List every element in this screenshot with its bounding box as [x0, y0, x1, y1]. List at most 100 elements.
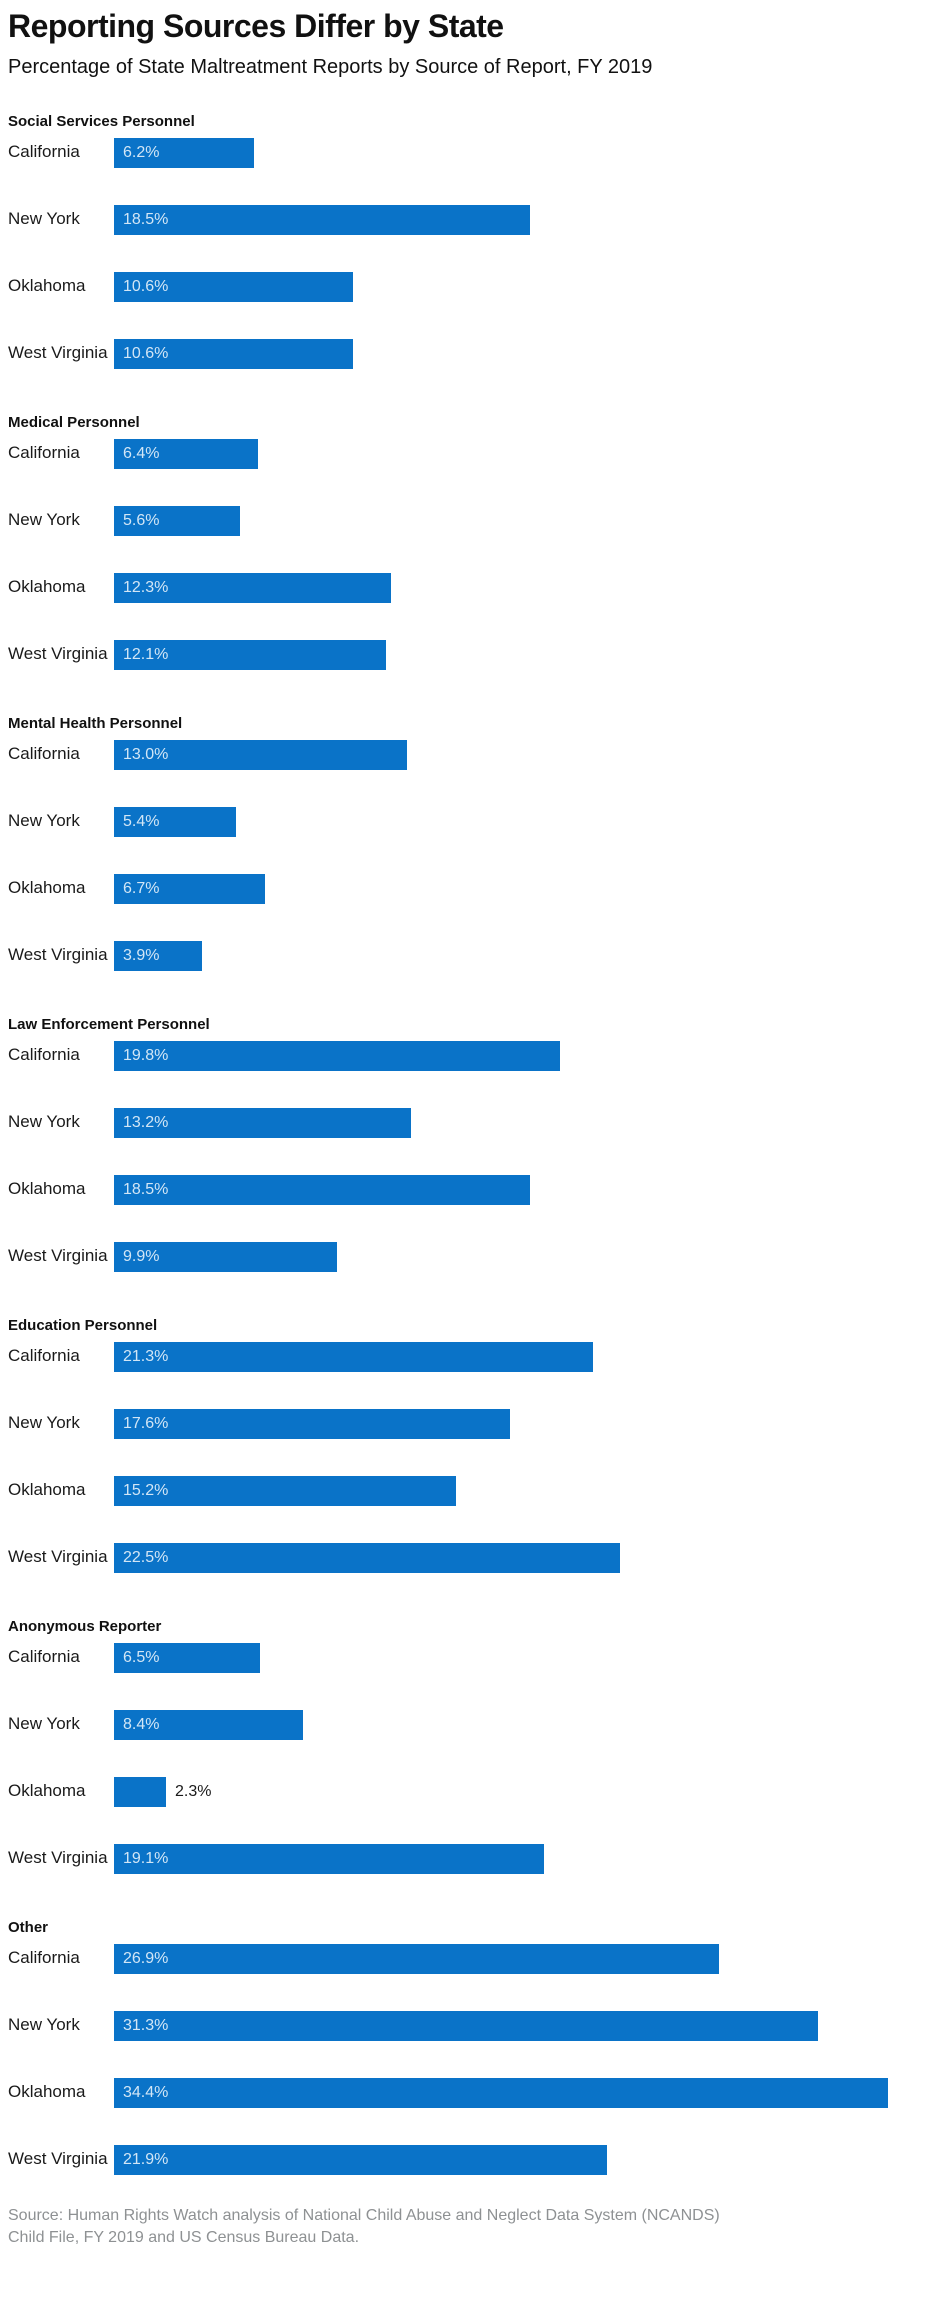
- bar-value-label: 9.9%: [123, 1247, 160, 1265]
- group-header: Law Enforcement Personnel: [8, 1015, 210, 1033]
- state-label: Oklahoma: [8, 878, 86, 898]
- bar-value-label: 18.5%: [123, 210, 169, 228]
- bar-row: California 21.3%: [8, 1341, 938, 1372]
- state-label: California: [8, 1346, 80, 1366]
- bar: 26.9%: [114, 1943, 719, 1974]
- bar: 6.2%: [114, 137, 254, 168]
- bar: 6.4%: [114, 438, 258, 469]
- chart-group: Other California 26.9% New York 31.3% Oklahom…: [8, 1919, 938, 2175]
- bar: 5.4%: [114, 806, 236, 837]
- state-label: West Virginia: [8, 644, 108, 664]
- state-label: West Virginia: [8, 343, 108, 363]
- bar: 9.9%: [114, 1241, 337, 1272]
- bar-row: West Virginia 21.9%: [8, 2144, 938, 2175]
- bar: 34.4%: [114, 2077, 888, 2108]
- chart: Social Services Personnel California 6.2% N…: [8, 113, 938, 2175]
- group-header: Anonymous Reporter: [8, 1617, 162, 1635]
- chart-subtitle: Percentage of State Maltreatment Reports…: [8, 55, 653, 78]
- bar: 10.6%: [114, 338, 353, 369]
- state-label: New York: [8, 811, 80, 831]
- bar-row: New York 8.4%: [8, 1709, 938, 1740]
- bar-row: West Virginia 19.1%: [8, 1843, 938, 1874]
- chart-title: Reporting Sources Differ by State: [8, 8, 504, 44]
- bar-value-label: 5.4%: [123, 812, 160, 830]
- state-label: Oklahoma: [8, 1179, 86, 1199]
- state-label: New York: [8, 209, 80, 229]
- bar-row: Oklahoma 15.2%: [8, 1475, 938, 1506]
- bar-row: Oklahoma 10.6%: [8, 271, 938, 302]
- state-label: Oklahoma: [8, 1781, 86, 1801]
- bar-value-label: 12.3%: [123, 578, 169, 596]
- group-header: Education Personnel: [8, 1316, 158, 1334]
- bar-value-label: 3.9%: [123, 946, 160, 964]
- bar: 5.6%: [114, 505, 240, 536]
- bar-value-label: 13.0%: [123, 745, 169, 763]
- bar: 6.5%: [114, 1642, 260, 1673]
- bar: 12.1%: [114, 639, 386, 670]
- bar-row: California 6.2%: [8, 137, 938, 168]
- bar-row: Oklahoma 18.5%: [8, 1174, 938, 1205]
- bar-row: New York 5.4%: [8, 806, 938, 837]
- state-label: Oklahoma: [8, 1480, 86, 1500]
- state-label: West Virginia: [8, 1848, 108, 1868]
- bar-value-label: 10.6%: [123, 277, 169, 295]
- bar-row: West Virginia 9.9%: [8, 1241, 938, 1272]
- chart-page: Reporting Sources Differ by State Percen…: [8, 8, 938, 2250]
- bar: 6.7%: [114, 873, 265, 904]
- bar-value-label: 17.6%: [123, 1414, 169, 1432]
- bar-row: West Virginia 10.6%: [8, 338, 938, 369]
- bar: 18.5%: [114, 204, 530, 235]
- bar-value-label: 6.2%: [123, 143, 160, 161]
- bar-row: West Virginia 12.1%: [8, 639, 938, 670]
- state-label: California: [8, 744, 80, 764]
- bar-row: California 13.0%: [8, 739, 938, 770]
- bar-value-label: 5.6%: [123, 511, 160, 529]
- bar-value-label: 2.3%: [175, 1782, 212, 1800]
- bar-row: New York 31.3%: [8, 2010, 938, 2041]
- bar-value-label: 6.4%: [123, 444, 160, 462]
- state-label: West Virginia: [8, 945, 108, 965]
- bar: 21.9%: [114, 2144, 607, 2175]
- bar-value-label: 19.8%: [123, 1046, 169, 1064]
- bar: 31.3%: [114, 2010, 818, 2041]
- bar-value-label: 26.9%: [123, 1949, 169, 1967]
- state-label: California: [8, 1045, 80, 1065]
- bar-value-label: 15.2%: [123, 1481, 169, 1499]
- bar: 18.5%: [114, 1174, 530, 1205]
- bar: 12.3%: [114, 572, 391, 603]
- bar-row: West Virginia 22.5%: [8, 1542, 938, 1573]
- source-line-2: Child File, FY 2019 and US Census Bureau…: [8, 2229, 360, 2247]
- bar: 22.5%: [114, 1542, 620, 1573]
- source-line-1: Source: Human Rights Watch analysis of N…: [8, 2206, 720, 2224]
- bar-value-label: 19.1%: [123, 1849, 169, 1867]
- bar-row: Oklahoma 2.3%: [8, 1776, 938, 1807]
- state-label: New York: [8, 1413, 80, 1433]
- bar: 15.2%: [114, 1475, 456, 1506]
- bar-row: Oklahoma 6.7%: [8, 873, 938, 904]
- bar-value-label: 6.7%: [123, 879, 160, 897]
- bar-value-label: 8.4%: [123, 1715, 160, 1733]
- bar-value-label: 21.3%: [123, 1347, 169, 1365]
- state-label: California: [8, 443, 80, 463]
- source-note: Source: Human Rights Watch analysis of N…: [8, 2205, 938, 2250]
- state-label: New York: [8, 2015, 80, 2035]
- bar: 10.6%: [114, 271, 353, 302]
- state-label: California: [8, 142, 80, 162]
- chart-group: Anonymous Reporter California 6.5% New York…: [8, 1618, 938, 1874]
- state-label: California: [8, 1647, 80, 1667]
- bar: 3.9%: [114, 940, 202, 971]
- state-label: Oklahoma: [8, 2082, 86, 2102]
- chart-group: Mental Health Personnel California 13.0% Ne…: [8, 715, 938, 971]
- group-header: Social Services Personnel: [8, 112, 195, 130]
- bar-value-label: 13.2%: [123, 1113, 169, 1131]
- bar-value-label: 22.5%: [123, 1548, 169, 1566]
- bar-row: New York 18.5%: [8, 204, 938, 235]
- state-label: New York: [8, 1112, 80, 1132]
- state-label: Oklahoma: [8, 276, 86, 296]
- bar-value-label: 10.6%: [123, 344, 169, 362]
- chart-group: Law Enforcement Personnel California 19.8%…: [8, 1016, 938, 1272]
- group-header: Mental Health Personnel: [8, 714, 183, 732]
- bar: 21.3%: [114, 1341, 593, 1372]
- state-label: West Virginia: [8, 1547, 108, 1567]
- group-header: Medical Personnel: [8, 413, 140, 431]
